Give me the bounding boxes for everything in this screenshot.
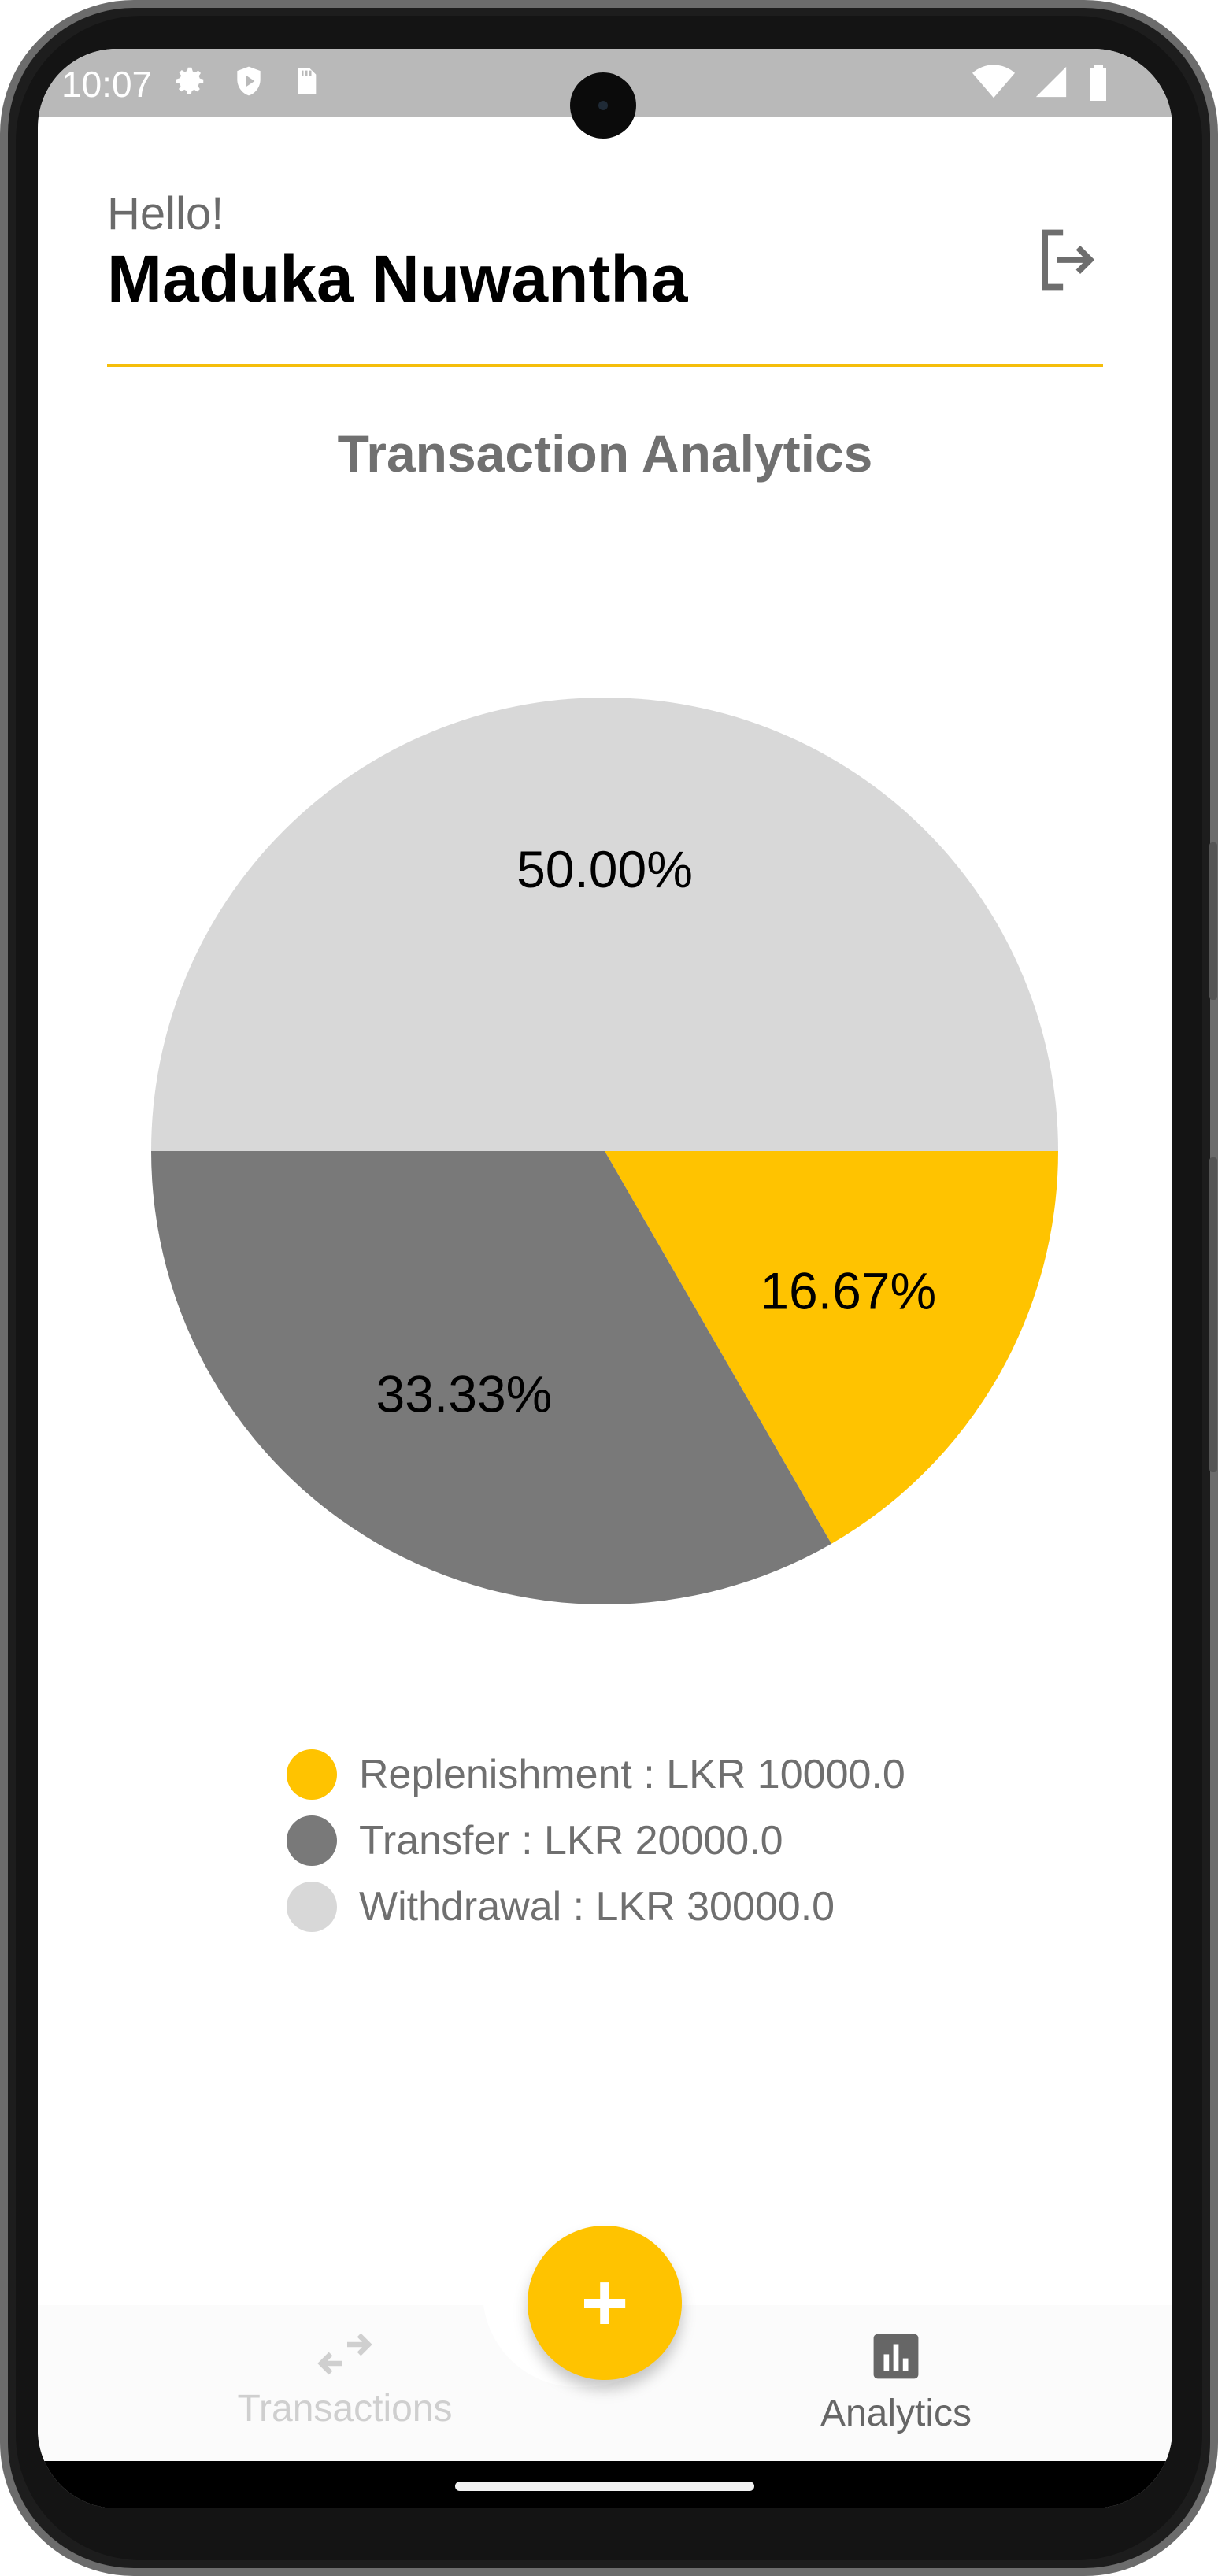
pie-slice-replenishment xyxy=(605,1151,1058,1544)
sd-card-icon xyxy=(298,68,317,94)
pie-label-replenishment: 16.67% xyxy=(760,1262,936,1320)
legend-dot xyxy=(287,1749,337,1800)
settings-icon xyxy=(176,67,204,94)
plus-icon: + xyxy=(580,2257,629,2348)
legend-item-replenishment: Replenishment : LKR 10000.0 xyxy=(287,1741,905,1808)
signal-icon xyxy=(1035,66,1067,98)
volume-button xyxy=(1209,842,1217,1000)
pie-slice-transfer xyxy=(151,1151,831,1604)
status-system-icons xyxy=(972,63,1109,101)
swap-arrows-icon xyxy=(317,2333,372,2375)
nav-transactions-label: Transactions xyxy=(237,2388,453,2430)
status-notification-icons xyxy=(172,63,321,99)
battery-icon xyxy=(1090,65,1106,101)
bar-chart-icon xyxy=(873,2334,919,2379)
legend-item-withdrawal: Withdrawal : LKR 30000.0 xyxy=(287,1874,905,1940)
wifi-icon xyxy=(972,65,1015,98)
pie-slice-withdrawal xyxy=(151,698,1058,1151)
nav-analytics-label: Analytics xyxy=(820,2393,972,2434)
header-divider xyxy=(107,364,1103,367)
home-indicator[interactable] xyxy=(455,2482,754,2491)
gesture-bar xyxy=(38,2461,1172,2508)
page-title: Transaction Analytics xyxy=(337,424,873,483)
user-name: Maduka Nuwantha xyxy=(107,242,688,316)
legend-item-transfer: Transfer : LKR 20000.0 xyxy=(287,1808,905,1874)
app-screen: 10:07 Hello! Maduka Nuwantha Transaction… xyxy=(38,49,1172,2508)
power-button xyxy=(1209,1157,1217,1472)
nav-transactions[interactable]: Transactions xyxy=(187,2332,502,2430)
legend-label: Withdrawal : LKR 30000.0 xyxy=(359,1884,835,1930)
chart-legend: Replenishment : LKR 10000.0 Transfer : L… xyxy=(287,1741,905,1940)
pie-chart: 16.67% 33.33% 50.00% xyxy=(151,698,1058,1604)
legend-label: Transfer : LKR 20000.0 xyxy=(359,1818,783,1864)
logout-icon[interactable] xyxy=(1030,224,1102,296)
greeting-text: Hello! xyxy=(107,188,224,239)
legend-dot xyxy=(287,1815,337,1866)
pie-label-withdrawal: 50.00% xyxy=(516,840,693,898)
status-time: 10:07 xyxy=(61,64,153,105)
front-camera xyxy=(570,72,636,139)
legend-dot xyxy=(287,1882,337,1932)
play-protect-icon xyxy=(237,66,261,96)
add-transaction-button[interactable]: + xyxy=(528,2226,682,2380)
nav-analytics[interactable]: Analytics xyxy=(739,2332,1053,2435)
pie-label-transfer: 33.33% xyxy=(376,1364,553,1423)
legend-label: Replenishment : LKR 10000.0 xyxy=(359,1752,905,1797)
